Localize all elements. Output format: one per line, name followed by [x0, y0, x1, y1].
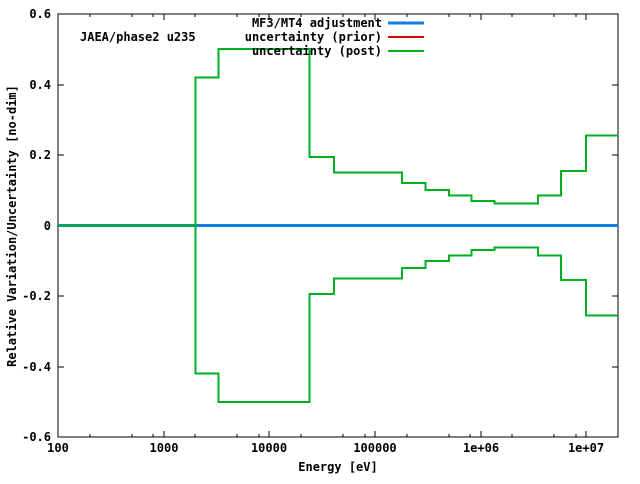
legend-label-post: uncertainty (post) [252, 44, 382, 58]
x-tick-label: 100 [47, 441, 69, 455]
x-tick-label: 100000 [353, 441, 396, 455]
y-tick-label: 0 [44, 219, 51, 233]
series-lines [58, 48, 618, 403]
x-tick-label: 1e+07 [568, 441, 604, 455]
y-tick-label: 0.4 [29, 78, 51, 92]
y-tick-label: -0.2 [22, 289, 51, 303]
legend-label-adjustment: MF3/MT4 adjustment [252, 16, 382, 30]
y-tick-label: 0.6 [29, 7, 51, 21]
axis-ticks: 100 1000 10000 100000 1e+06 1e+07 0.6 0.4 0.2 0 -0… [22, 7, 618, 455]
uncertainty-post--lower-curve [58, 224, 618, 403]
x-tick-label: 10000 [251, 441, 287, 455]
uncertainty-prior--lower-curve [58, 224, 618, 403]
x-tick-label: 1000 [150, 441, 179, 455]
uncertainty-post--upper-curve [58, 48, 618, 227]
y-axis-label: Relative Variation/Uncertainty [no-dim] [5, 85, 19, 367]
annotation-label: JAEA/phase2 u235 [80, 30, 196, 44]
legend: MF3/MT4 adjustment uncertainty (prior) u… [245, 16, 424, 58]
x-tick-label: 1e+06 [463, 441, 499, 455]
x-axis-label: Energy [eV] [298, 460, 377, 474]
legend-label-prior: uncertainty (prior) [245, 30, 382, 44]
y-tick-label: 0.2 [29, 148, 51, 162]
y-tick-label: -0.4 [22, 360, 51, 374]
y-tick-label: -0.6 [22, 430, 51, 444]
uncertainty-prior--upper-curve [58, 48, 618, 227]
